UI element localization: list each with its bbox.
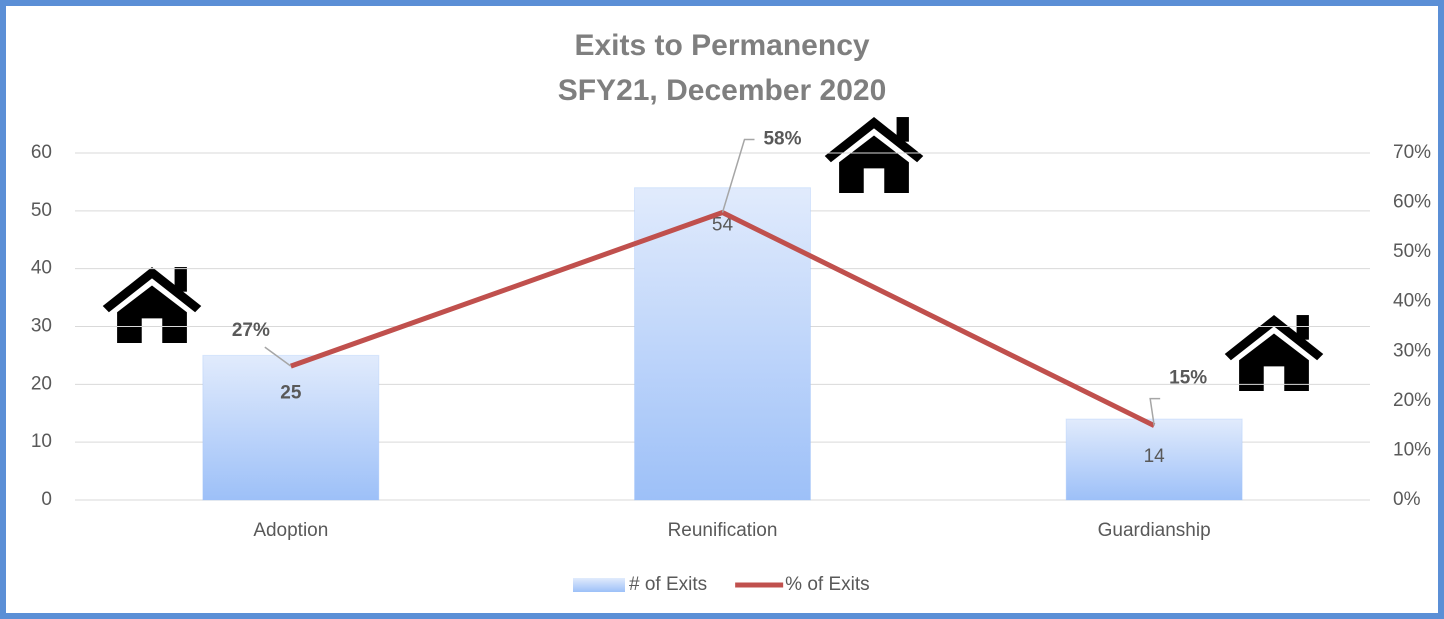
bar [634, 187, 811, 501]
line-value-label: 27% [232, 320, 270, 341]
bar [1065, 418, 1243, 501]
y-tick-label: 60 [31, 142, 52, 163]
legend-label: % of Exits [785, 574, 869, 595]
y-tick-label: 20 [31, 373, 52, 394]
leader-line [1149, 397, 1161, 426]
chart-subtitle: SFY21, December 2020 [558, 74, 887, 107]
y2-tick-label: 10% [1393, 439, 1431, 460]
y-tick-label: 0 [41, 489, 52, 510]
house-icon [102, 267, 202, 343]
x-tick-label: Reunification [668, 520, 778, 541]
chart-title: Exits to Permanency [574, 29, 869, 62]
y2-tick-label: 40% [1393, 291, 1431, 312]
legend-swatch [573, 578, 625, 592]
x-tick-label: Guardianship [1098, 520, 1211, 541]
y2-tick-label: 20% [1393, 390, 1431, 411]
y2-tick-label: 60% [1393, 192, 1431, 213]
y2-tick-label: 50% [1393, 241, 1431, 262]
bar-value-label: 14 [1144, 446, 1166, 467]
bar-value-label: 54 [712, 215, 734, 236]
bar-value-label: 25 [280, 382, 302, 403]
y2-tick-label: 70% [1393, 142, 1431, 163]
y-tick-label: 10 [31, 431, 52, 452]
y-tick-label: 30 [31, 316, 52, 337]
y2-tick-label: 30% [1393, 340, 1431, 361]
leader-line [264, 346, 292, 367]
y-tick-label: 50 [31, 200, 52, 221]
leader-line [721, 138, 755, 213]
house-icon [824, 117, 924, 193]
y-tick-label: 40 [31, 258, 52, 279]
bar [202, 354, 380, 501]
line [289, 209, 1156, 428]
legend-label: # of Exits [629, 574, 707, 595]
line-value-label: 58% [763, 129, 801, 150]
y2-tick-label: 0% [1393, 489, 1421, 510]
x-tick-label: Adoption [253, 520, 328, 541]
line-value-label: 15% [1169, 368, 1207, 389]
